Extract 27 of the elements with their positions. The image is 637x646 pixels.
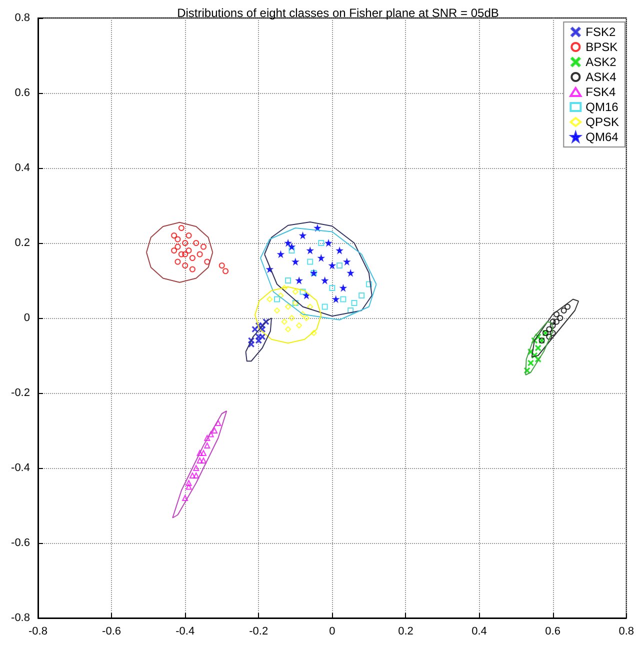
- x-tick-label: -0.4: [176, 626, 195, 638]
- x-tick-label: 0.6: [545, 626, 560, 638]
- x-tick-label: 0.8: [618, 626, 634, 638]
- y-tick-label: -0.6: [11, 537, 30, 549]
- y-tick-label: 0.6: [14, 87, 30, 99]
- y-tick-label: -0.2: [11, 387, 30, 399]
- legend-label: FSK2: [586, 25, 616, 39]
- chart-title: Distributions of eight classes on Fisher plane at SNR = 05dB: [177, 6, 499, 20]
- x-tick-label: 0: [329, 626, 336, 638]
- y-tick-label: -0.4: [11, 462, 30, 474]
- x-tick-label: -0.2: [249, 626, 268, 638]
- legend-label: QM16: [586, 100, 619, 114]
- legend-label: FSK4: [586, 85, 616, 99]
- y-tick-label: 0.8: [14, 12, 30, 24]
- legend-label: QM64: [586, 130, 619, 144]
- legend-label: ASK2: [586, 55, 617, 69]
- legend-label: ASK4: [586, 70, 617, 84]
- legend-label: BPSK: [586, 40, 618, 54]
- legend-label: QPSK: [586, 115, 620, 129]
- y-tick-label: 0.2: [14, 237, 30, 249]
- x-tick-label: -0.6: [102, 626, 122, 638]
- y-tick-label: -0.8: [11, 612, 30, 624]
- y-tick-label: 0: [24, 312, 30, 324]
- x-tick-label: 0.2: [398, 626, 414, 638]
- x-tick-label: 0.4: [472, 626, 487, 638]
- y-tick-label: 0.4: [14, 162, 30, 174]
- x-tick-label: -0.8: [28, 626, 48, 638]
